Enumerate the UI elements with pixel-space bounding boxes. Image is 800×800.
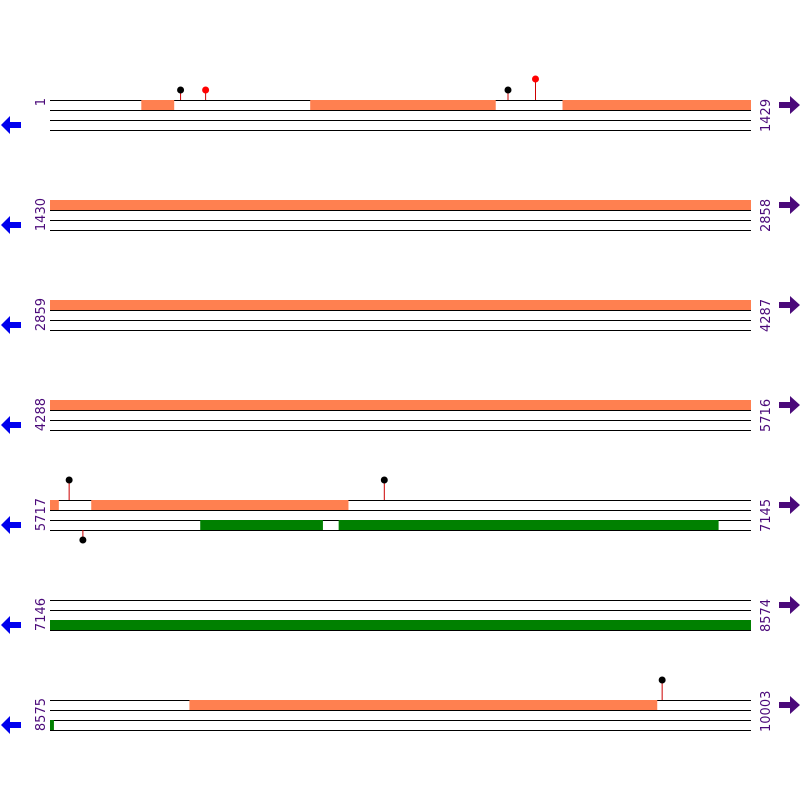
arrow-right-icon[interactable] [779, 696, 800, 714]
arrow-right-icon[interactable] [779, 396, 800, 414]
reverse-feature[interactable] [50, 620, 751, 630]
row-end-label: 1429 [759, 99, 774, 132]
marker-dot[interactable] [202, 86, 210, 94]
row-end-label: 8574 [759, 599, 774, 632]
forward-feature[interactable] [562, 100, 751, 110]
row-start-label: 7146 [34, 598, 49, 631]
arrow-left-icon[interactable] [1, 416, 21, 434]
arrow-left-icon[interactable] [1, 116, 21, 134]
forward-feature[interactable] [50, 200, 751, 210]
marker-dot[interactable] [531, 75, 539, 83]
site-marker[interactable] [658, 676, 666, 701]
site-marker[interactable] [531, 75, 539, 101]
site-marker[interactable] [504, 86, 512, 101]
forward-feature[interactable] [91, 500, 349, 510]
row-end-label: 10003 [759, 691, 774, 732]
arrow-left-icon[interactable] [1, 516, 21, 534]
row-start-label: 1430 [34, 198, 49, 231]
row-start-label: 1 [34, 98, 49, 106]
row-end-label: 5716 [759, 399, 774, 432]
reverse-feature[interactable] [200, 520, 323, 530]
row-start-label: 2859 [34, 298, 49, 331]
forward-feature[interactable] [50, 500, 59, 510]
marker-dot[interactable] [79, 536, 87, 544]
sequence-row: 5717 7145 [1, 476, 800, 544]
sequence-row: 1430 2858 [1, 196, 800, 234]
sequence-row: 8575 10003 [1, 676, 800, 734]
forward-feature[interactable] [50, 300, 751, 310]
forward-feature[interactable] [310, 100, 496, 110]
reverse-feature[interactable] [338, 520, 719, 530]
arrow-right-icon[interactable] [779, 296, 800, 314]
sequence-row: 2859 4287 [1, 296, 800, 334]
forward-feature[interactable] [141, 100, 175, 110]
row-end-label: 7145 [759, 499, 774, 532]
marker-dot[interactable] [380, 476, 388, 484]
row-start-label: 4288 [34, 398, 49, 431]
arrow-left-icon[interactable] [1, 216, 21, 234]
reverse-feature[interactable] [50, 720, 54, 730]
site-marker[interactable] [380, 476, 388, 501]
marker-dot[interactable] [177, 86, 185, 94]
row-start-label: 5717 [34, 498, 49, 531]
arrow-left-icon[interactable] [1, 716, 21, 734]
site-marker[interactable] [65, 476, 73, 501]
site-marker[interactable] [202, 86, 210, 101]
row-start-label: 8575 [34, 698, 49, 731]
arrow-right-icon[interactable] [779, 596, 800, 614]
row-end-label: 2858 [759, 199, 774, 232]
arrow-left-icon[interactable] [1, 616, 21, 634]
forward-feature[interactable] [189, 700, 658, 710]
arrow-left-icon[interactable] [1, 316, 21, 334]
site-marker[interactable] [79, 530, 87, 544]
row-end-label: 4287 [759, 299, 774, 332]
site-marker[interactable] [177, 86, 185, 101]
marker-dot[interactable] [504, 86, 512, 94]
sequence-row: 4288 5716 [1, 396, 800, 434]
arrow-right-icon[interactable] [779, 96, 800, 114]
arrow-right-icon[interactable] [779, 496, 800, 514]
arrow-right-icon[interactable] [779, 196, 800, 214]
marker-dot[interactable] [65, 476, 73, 484]
forward-feature[interactable] [50, 400, 751, 410]
sequence-row: 7146 8574 [1, 596, 800, 634]
marker-dot[interactable] [658, 676, 666, 684]
sequence-row: 1 1429 [1, 75, 800, 134]
